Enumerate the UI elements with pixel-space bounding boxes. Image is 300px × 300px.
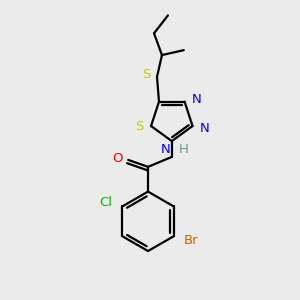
Text: S: S (135, 119, 143, 133)
Text: Br: Br (184, 234, 198, 247)
Text: S: S (142, 68, 150, 81)
Text: O: O (112, 152, 122, 165)
Text: Cl: Cl (99, 196, 112, 209)
Text: N: N (191, 93, 201, 106)
Text: H: H (179, 143, 189, 156)
Text: N: N (200, 122, 209, 136)
Text: N: N (161, 143, 171, 156)
